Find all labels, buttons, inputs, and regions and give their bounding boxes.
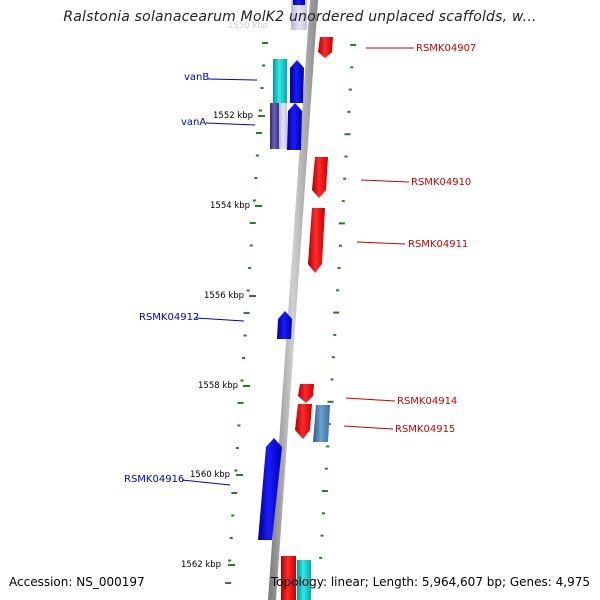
gene-vanA[interactable] (270, 103, 279, 149)
label-RSMK04910[interactable]: RSMK04910 (411, 177, 471, 188)
other-genes (258, 0, 330, 600)
connector-line (360, 179, 410, 183)
map-title: Ralstonia solanacearum MolK2 unordered u… (63, 9, 537, 25)
faded-kbp-label: 1550 kbp (228, 21, 268, 31)
label-RSMK04916[interactable]: RSMK04916 (124, 474, 184, 485)
gene-RSMK04916[interactable] (258, 438, 282, 540)
gene-RSMK04914[interactable] (298, 384, 314, 403)
label-RSMK04912[interactable]: RSMK04912 (139, 312, 199, 323)
label-RSMK04914[interactable]: RSMK04914 (397, 396, 457, 407)
gene-RSMK04912[interactable] (277, 311, 292, 339)
kbp-label: 1562 kbp (181, 560, 221, 570)
gene-vanA-pale[interactable] (279, 103, 287, 149)
gene-red-04914b[interactable] (295, 404, 312, 439)
connector-line (181, 479, 231, 486)
inner-tick-track (225, 42, 269, 584)
connector-line (207, 78, 258, 81)
label-vanA[interactable]: vanA (181, 117, 206, 128)
forward-genes (281, 37, 333, 600)
kbp-label: 1558 kbp (198, 381, 238, 391)
connector-line (195, 317, 245, 322)
kbp-label: 1556 kbp (204, 291, 244, 301)
gene-RSMK04911[interactable] (308, 208, 325, 273)
kbp-label: 1560 kbp (190, 470, 230, 480)
right-gene-labels: RSMK04907 RSMK04910 RSMK04911 RSMK04914 … (343, 43, 476, 435)
gene-vanA-partner[interactable] (287, 103, 302, 150)
left-gene-labels: vanB vanA RSMK04912 RSMK04916 (124, 72, 258, 486)
gene-bottom-cyan[interactable] (297, 560, 311, 600)
gene-RSMK04910[interactable] (312, 157, 328, 198)
gene-top-pale[interactable] (291, 0, 307, 30)
gene-RSMK04915[interactable] (313, 405, 330, 442)
gene-vanB-partner[interactable] (290, 60, 304, 103)
gene-RSMK04907[interactable] (318, 37, 333, 58)
gene-top-blue[interactable] (293, 0, 305, 5)
connector-line (343, 425, 394, 430)
accession-text: Accession: NS_000197 (9, 575, 145, 589)
outer-tick-track (319, 44, 357, 559)
label-vanB[interactable]: vanB (184, 72, 209, 83)
label-RSMK04915[interactable]: RSMK04915 (395, 424, 455, 435)
label-RSMK04911[interactable]: RSMK04911 (408, 239, 468, 250)
label-RSMK04907[interactable]: RSMK04907 (416, 43, 476, 54)
kbp-label: 1554 kbp (210, 201, 250, 211)
gene-bottom-red[interactable] (281, 556, 296, 600)
kbp-label: 1552 kbp (213, 111, 253, 121)
topology-text: Topology: linear; Length: 5,964,607 bp; … (270, 575, 590, 589)
connector-line (356, 241, 406, 245)
kbp-scale: 1552 kbp 1554 kbp 1556 kbp 1558 kbp 1560… (181, 111, 265, 570)
gene-vanB[interactable] (273, 59, 287, 103)
connector-line (345, 397, 396, 402)
connector-line (205, 122, 256, 126)
